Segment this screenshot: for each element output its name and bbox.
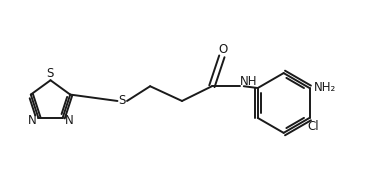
Text: O: O xyxy=(218,43,228,56)
Text: Cl: Cl xyxy=(307,120,318,133)
Text: N: N xyxy=(28,114,36,127)
Text: NH: NH xyxy=(240,74,257,88)
Text: S: S xyxy=(119,94,126,108)
Text: NH₂: NH₂ xyxy=(314,81,336,94)
Text: N: N xyxy=(65,114,73,127)
Text: S: S xyxy=(46,67,54,80)
